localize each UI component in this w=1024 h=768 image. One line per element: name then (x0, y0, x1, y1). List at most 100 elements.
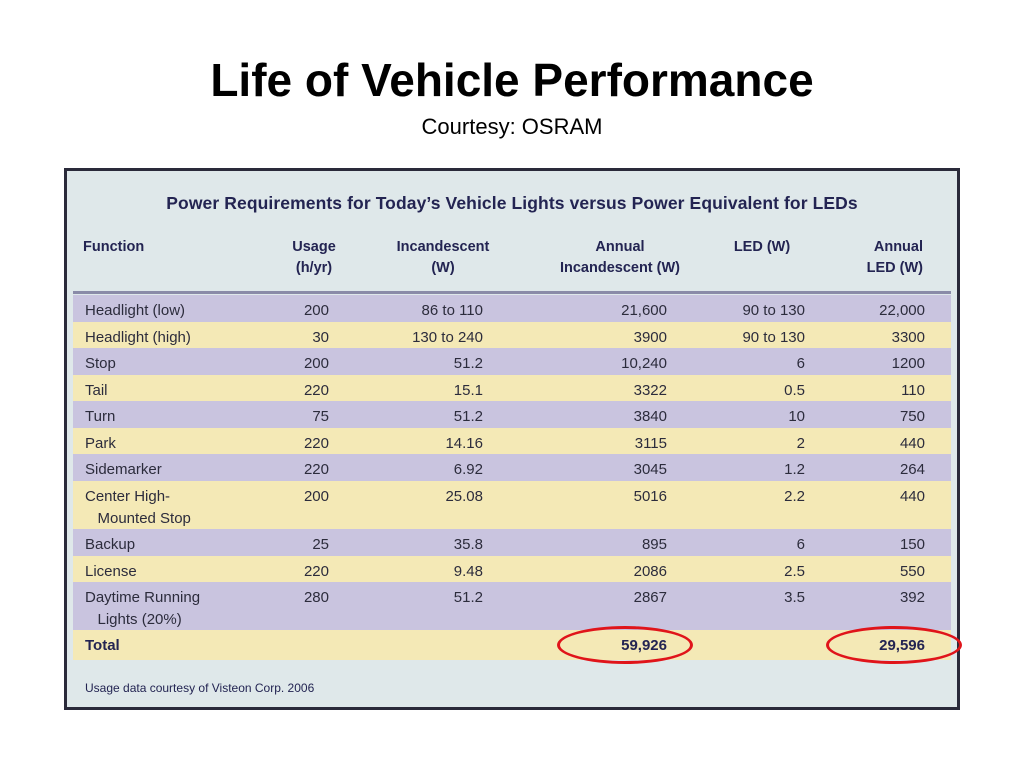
led-cell: 2 (796, 435, 805, 452)
annual-incandescent-cell: 3045 (633, 461, 667, 478)
table-row: Stop 200 51.2 10,240 6 1200 (73, 348, 951, 375)
header-annual-led-line1: Annual (873, 239, 923, 255)
function-cell: Daytime Running Lights (20%) (85, 589, 201, 628)
usage-cell: 280 (303, 589, 329, 606)
header-led: LED (W) (727, 237, 797, 258)
header-usage: Usage (h/yr) (279, 237, 349, 279)
annual-led-cell: 110 (901, 382, 925, 399)
function-cell: Tail (85, 382, 108, 399)
annual-incandescent-cell: 3322 (633, 382, 667, 399)
header-usage-line2: (h/yr) (295, 260, 333, 276)
header-incandescent-line1: Incandescent (396, 239, 490, 255)
annual-led-cell: 440 (899, 435, 925, 452)
table-row: Sidemarker 220 6.92 3045 1.2 264 (73, 454, 951, 481)
slide-title: Life of Vehicle Performance (210, 54, 814, 106)
annual-led-cell: 3300 (891, 329, 925, 346)
table-row: Headlight (high) 30 130 to 240 3900 90 to 13… (73, 322, 951, 348)
usage-cell: 25 (312, 536, 329, 553)
led-cell: 2.2 (784, 488, 805, 505)
header-annual-incandescent: Annual Incandescent (W) (545, 237, 695, 279)
table-row: Backup 25 35.8 895 6 150 (73, 529, 951, 556)
header-usage-line1: Usage (292, 239, 336, 255)
annual-led-cell: 150 (899, 536, 925, 553)
header-function-label: Function (83, 239, 145, 255)
table-title: Power Requirements for Today’s Vehicle L… (166, 193, 858, 213)
led-cell: 90 to 130 (742, 302, 805, 319)
usage-cell: 200 (303, 488, 329, 505)
annual-led-cell: 440 (899, 488, 925, 505)
annual-incandescent-cell: 2867 (633, 589, 667, 606)
led-cell: 90 to 130 (742, 329, 805, 346)
header-divider (73, 291, 951, 294)
usage-cell: 220 (303, 563, 329, 580)
function-cell: Park (85, 435, 116, 452)
incandescent-cell: 130 to 240 (412, 329, 483, 346)
led-cell: 1.2 (784, 461, 805, 478)
header-annual-led: Annual LED (W) (847, 237, 923, 279)
annual-incandescent-cell: 10,240 (621, 355, 667, 372)
led-cell: 10 (788, 408, 805, 425)
incandescent-cell: 6.92 (453, 461, 483, 478)
table-row: Center High- Mounted Stop 200 25.08 5016 2.2… (73, 481, 951, 529)
usage-cell: 220 (303, 382, 329, 399)
incandescent-cell: 14.16 (445, 435, 483, 452)
incandescent-cell: 51.2 (453, 408, 483, 425)
function-cell: Stop (85, 355, 116, 372)
incandescent-cell: 15.1 (453, 382, 483, 399)
header-annual-led-line2: LED (W) (866, 260, 923, 276)
function-cell: License (85, 563, 137, 580)
led-cell: 6 (796, 536, 805, 553)
annual-incandescent-cell: 2086 (633, 563, 667, 580)
incandescent-cell: 9.48 (453, 563, 483, 580)
header-incandescent: Incandescent (W) (385, 237, 501, 279)
annual-incandescent-cell: 3115 (634, 435, 667, 452)
table-image: Power Requirements for Today’s Vehicle L… (64, 168, 960, 710)
led-cell: 0.5 (784, 382, 805, 399)
annual-incandescent-cell: 5016 (633, 488, 667, 505)
function-cell: Center High- Mounted Stop (85, 488, 191, 527)
table-row: Park 220 14.16 3115 2 440 (73, 428, 951, 454)
highlight-circle-annual-led-total (826, 626, 962, 664)
table-row: Turn 75 51.2 3840 10 750 (73, 401, 951, 428)
incandescent-cell: 51.2 (453, 589, 483, 606)
annual-incandescent-cell: 3840 (633, 408, 667, 425)
incandescent-cell: 51.2 (453, 355, 483, 372)
function-cell: Turn (85, 408, 116, 425)
led-cell: 2.5 (784, 563, 805, 580)
annual-led-cell: 550 (899, 563, 925, 580)
table-row: Tail 220 15.1 3322 0.5 110 (73, 375, 951, 401)
annual-led-cell: 750 (899, 408, 925, 425)
annual-led-cell: 1200 (891, 355, 925, 372)
annual-incandescent-cell: 895 (641, 536, 667, 553)
highlight-circle-annual-incandescent-total (557, 626, 693, 664)
incandescent-cell: 86 to 110 (421, 302, 483, 319)
annual-incandescent-cell: 3900 (633, 329, 667, 346)
annual-led-cell: 392 (899, 589, 925, 606)
table-row: Daytime Running Lights (20%) 280 51.2 2867 3… (73, 582, 951, 630)
usage-cell: 220 (303, 435, 329, 452)
usage-cell: 200 (303, 302, 329, 319)
led-cell: 3.5 (784, 589, 805, 606)
header-annual-incandescent-line2: Incandescent (W) (559, 260, 681, 276)
function-cell: Backup (85, 536, 136, 553)
table-body: Headlight (low) 200 86 to 110 21,600 90 to 1… (73, 295, 951, 660)
total-label: Total (85, 637, 120, 654)
function-cell: Headlight (high) (85, 329, 191, 346)
function-cell: Sidemarker (85, 461, 162, 478)
header-function: Function (83, 237, 144, 258)
incandescent-cell: 25.08 (445, 488, 483, 505)
usage-cell: 30 (312, 329, 329, 346)
led-cell: 6 (796, 355, 805, 372)
incandescent-cell: 35.8 (453, 536, 483, 553)
annual-incandescent-cell: 21,600 (621, 302, 667, 319)
slide-subtitle: Courtesy: OSRAM (421, 114, 603, 139)
annual-led-cell: 264 (899, 461, 925, 478)
header-led-label: LED (W) (733, 239, 791, 255)
table-row: Headlight (low) 200 86 to 110 21,600 90 to 1… (73, 295, 951, 322)
table-row: License 220 9.48 2086 2.5 550 (73, 556, 951, 582)
usage-cell: 75 (312, 408, 329, 425)
table-row-total: Total 59,926 29,596 (73, 630, 951, 660)
annual-led-cell: 22,000 (879, 302, 925, 319)
header-annual-incandescent-line1: Annual (595, 239, 645, 255)
usage-cell: 200 (303, 355, 329, 372)
